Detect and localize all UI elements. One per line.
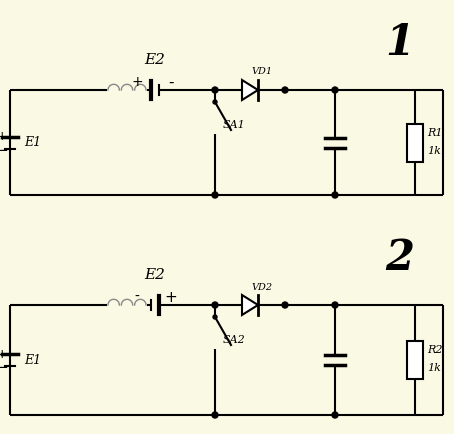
Circle shape [282,87,288,93]
Text: VD2: VD2 [252,283,273,292]
Text: SA1: SA1 [223,120,246,130]
Text: E2: E2 [144,53,165,67]
Circle shape [332,192,338,198]
Text: 1k: 1k [427,145,441,155]
Text: −: − [0,361,8,375]
Circle shape [332,87,338,93]
Text: E1: E1 [24,354,41,366]
Text: E2: E2 [144,268,165,282]
Polygon shape [242,80,258,100]
Bar [407,341,423,379]
Text: +: + [131,75,143,89]
Text: VD1: VD1 [252,68,273,76]
Bar [407,124,423,161]
Text: R2: R2 [427,345,443,355]
Circle shape [212,192,218,198]
Circle shape [332,302,338,308]
Text: -: - [168,75,174,89]
Circle shape [212,87,218,93]
Circle shape [332,412,338,418]
Text: SA2: SA2 [223,335,246,345]
Circle shape [282,302,288,308]
Text: -: - [134,290,139,304]
Text: 1: 1 [385,22,415,64]
Circle shape [213,315,217,319]
Text: +: + [0,130,7,143]
Circle shape [212,412,218,418]
Circle shape [213,100,217,104]
Text: +: + [165,289,178,305]
Text: E1: E1 [24,136,41,149]
Polygon shape [242,295,258,315]
Text: 2: 2 [385,237,415,279]
Text: 1k: 1k [427,363,441,373]
Circle shape [212,302,218,308]
Text: +: + [0,348,7,361]
Text: R1: R1 [427,128,443,138]
Text: −: − [0,143,8,158]
